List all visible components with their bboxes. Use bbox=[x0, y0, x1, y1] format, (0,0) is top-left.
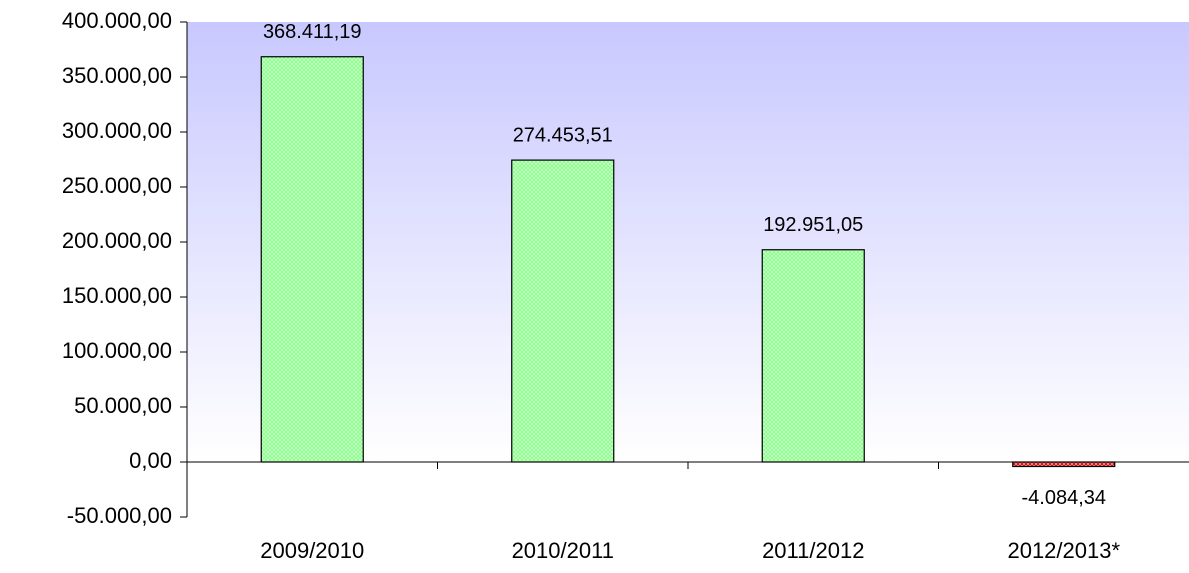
value-label: 274.453,51 bbox=[513, 124, 613, 146]
y-tick-label: 50.000,00 bbox=[74, 393, 172, 418]
bar bbox=[511, 159, 615, 463]
y-tick-label: 150.000,00 bbox=[62, 283, 172, 308]
y-tick-label: 0,00 bbox=[129, 448, 172, 473]
y-tick-label: 200.000,00 bbox=[62, 228, 172, 253]
value-label: -4.084,34 bbox=[1021, 487, 1106, 509]
bar bbox=[761, 249, 865, 463]
value-label: 192.951,05 bbox=[763, 214, 863, 236]
y-tick-label: 350.000,00 bbox=[62, 63, 172, 88]
bar bbox=[1012, 461, 1116, 468]
x-tick-label: 2010/2011 bbox=[512, 538, 614, 563]
value-label: 368.411,19 bbox=[263, 21, 362, 43]
x-tick-label: 2012/2013* bbox=[1007, 538, 1120, 563]
y-tick-label: -50.000,00 bbox=[67, 503, 172, 528]
y-tick-label: 250.000,00 bbox=[62, 173, 172, 198]
y-tick-label: 100.000,00 bbox=[62, 338, 172, 363]
x-tick-label: 2009/2010 bbox=[260, 538, 364, 563]
y-tick-label: 400.000,00 bbox=[62, 8, 172, 33]
bar bbox=[260, 56, 364, 463]
y-tick-label: 300.000,00 bbox=[62, 118, 172, 143]
x-tick-label: 2011/2012 bbox=[762, 538, 864, 563]
